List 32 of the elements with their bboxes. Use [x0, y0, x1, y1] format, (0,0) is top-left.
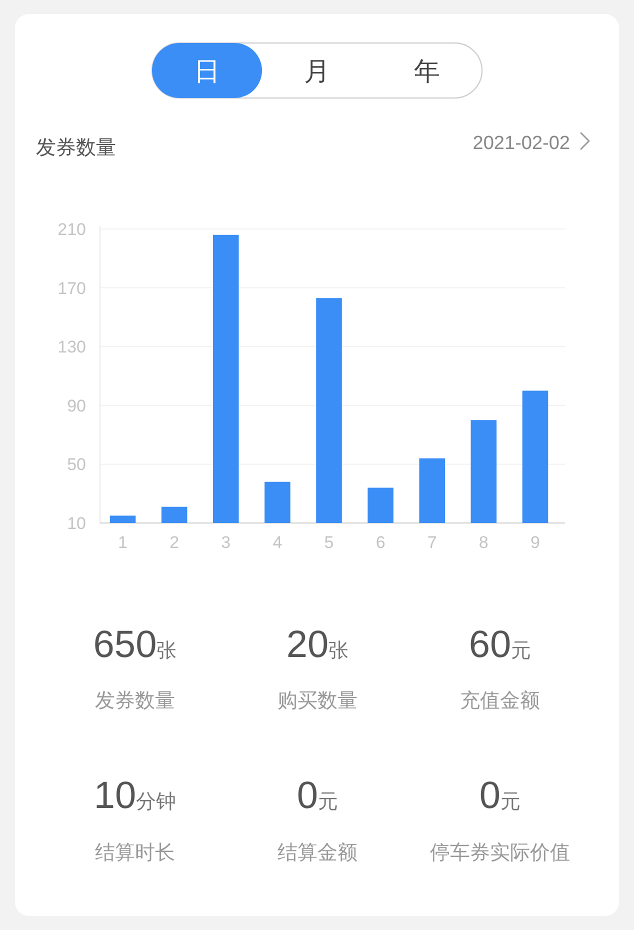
x-tick-label: 7	[427, 533, 437, 552]
x-tick-label: 4	[272, 533, 282, 552]
data-label: 0元	[479, 775, 521, 817]
x-tick-label: 3	[221, 533, 231, 552]
y-tick-label: 10	[67, 514, 86, 533]
data-label: 10分钟	[94, 775, 176, 817]
y-tick-label: 170	[58, 278, 86, 298]
chart-subtitle: 2021-02-02	[472, 133, 570, 154]
x-tick-label: 8	[478, 533, 488, 552]
x-tick-label: 6	[376, 533, 386, 552]
category-label: 结算金额	[278, 842, 358, 864]
data-label: 20张	[286, 624, 349, 666]
y-tick-label: 50	[67, 455, 86, 474]
x-tick-label: 9	[530, 533, 540, 552]
text: 年	[414, 56, 440, 86]
category-label: 停车券实际价值	[430, 842, 570, 864]
x-tick-label: 1	[118, 533, 128, 552]
x-tick-label: 5	[324, 533, 334, 552]
data-label: 0元	[296, 775, 338, 817]
category-label: 发券数量	[95, 690, 175, 712]
category-label: 结算时长	[95, 842, 175, 864]
y-tick-label: 130	[58, 338, 86, 357]
y-tick-label: 210	[58, 220, 86, 239]
x-tick-label: 2	[170, 533, 180, 552]
text: 月	[304, 56, 330, 86]
chart-title: 发券数量	[36, 137, 116, 159]
category-label: 充值金额	[460, 690, 540, 712]
data-label: 650张	[93, 624, 177, 666]
data-label: 60元	[468, 624, 532, 666]
text: 日	[194, 56, 220, 86]
category-label: 购买数量	[278, 690, 358, 712]
y-tick-label: 90	[67, 396, 86, 416]
